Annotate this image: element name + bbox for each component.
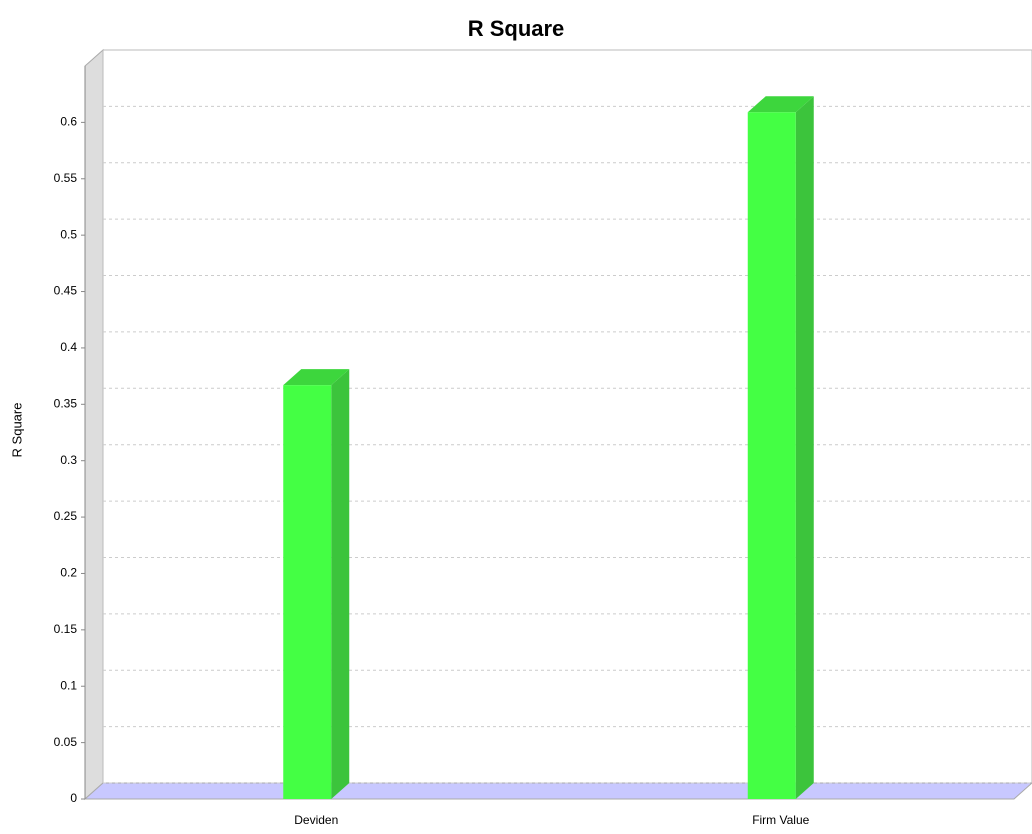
y-tick-label: 0.6 — [60, 115, 77, 129]
y-tick-label: 0.1 — [60, 678, 77, 692]
y-axis-label: R Square — [9, 403, 24, 458]
left-wall — [84, 48, 104, 801]
bar — [747, 112, 796, 800]
y-tick-label: 0.05 — [54, 735, 78, 749]
y-tick-label: 0.55 — [54, 171, 78, 185]
y-tick-label: 0.3 — [60, 453, 77, 467]
chart-title: R Square — [468, 16, 565, 41]
y-tick-label: 0.25 — [54, 509, 78, 523]
y-tick-label: 0.5 — [60, 227, 77, 241]
bar-side — [795, 96, 814, 800]
floor — [83, 782, 1032, 800]
y-tick-label: 0.2 — [60, 566, 77, 580]
y-tick-label: 0.4 — [60, 340, 77, 354]
y-tick-label: 0.35 — [54, 396, 78, 410]
back-wall — [102, 49, 1032, 784]
bar-top — [283, 369, 350, 386]
y-tick-label: 0 — [70, 791, 77, 805]
bar-side — [331, 369, 350, 799]
bar-top — [747, 96, 814, 113]
y-tick-label: 0.15 — [54, 622, 78, 636]
x-tick-label: Deviden — [294, 813, 338, 827]
y-tick-label: 0.45 — [54, 284, 78, 298]
bar — [283, 385, 332, 799]
x-tick-label: Firm Value — [752, 813, 809, 827]
